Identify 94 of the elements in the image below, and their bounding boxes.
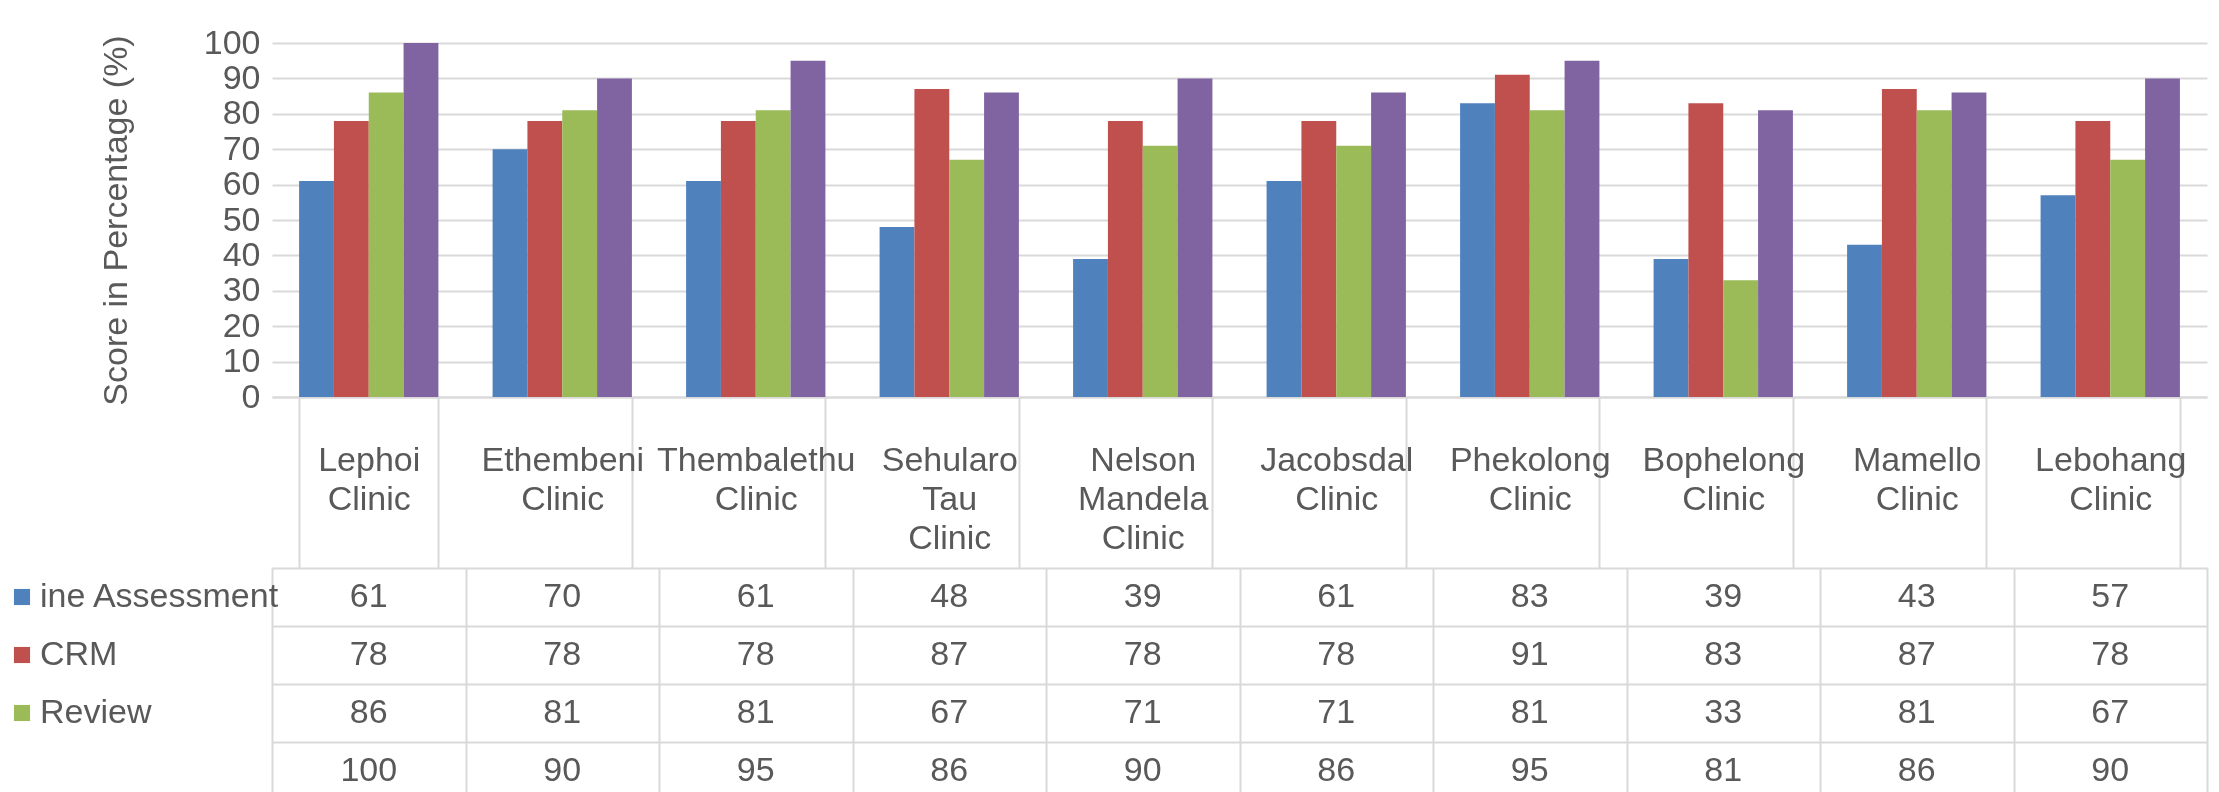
bar	[299, 181, 334, 397]
bar	[1107, 120, 1143, 397]
bar	[333, 120, 369, 397]
data-label: 87	[930, 634, 969, 672]
x-tick-label: Bophelong Clinic	[1642, 440, 1806, 517]
data-label: 81	[1510, 692, 1549, 730]
data-label: 95	[736, 750, 775, 788]
x-tick-label: Thembalethu Clinic	[657, 440, 856, 517]
data-label: 91	[1510, 634, 1549, 672]
data-label: 81	[1704, 750, 1743, 788]
bar	[984, 92, 1019, 397]
bar	[2075, 120, 2111, 397]
bar	[1073, 258, 1108, 397]
bar	[2040, 195, 2076, 397]
bar	[1371, 92, 1406, 397]
bar	[949, 159, 985, 397]
y-axis-title: Score in Percentage (%)	[95, 35, 134, 406]
data-label: 86	[349, 692, 388, 730]
bar	[1951, 92, 1987, 397]
x-tick-label: Ethembeni Clinic	[481, 440, 645, 517]
data-label: 95	[1510, 750, 1549, 788]
data-label: 78	[736, 634, 775, 672]
data-label: 81	[1897, 692, 1936, 730]
bar	[1336, 145, 1372, 397]
data-label: 86	[1317, 750, 1356, 788]
data-label: 43	[1897, 576, 1936, 614]
bar	[1564, 60, 1600, 397]
data-label: 78	[543, 634, 582, 672]
data-label: 61	[1317, 576, 1356, 614]
data-label: 87	[1897, 634, 1936, 672]
bar	[755, 110, 791, 397]
data-label: 90	[1123, 750, 1162, 788]
data-label: 48	[930, 576, 969, 614]
bar	[1758, 110, 1793, 397]
data-label: 86	[930, 750, 969, 788]
data-label: 78	[1317, 634, 1356, 672]
data-label: 86	[1897, 750, 1936, 788]
bar	[1142, 145, 1178, 397]
bar	[1847, 244, 1882, 397]
bar	[879, 227, 915, 397]
bar	[1494, 74, 1530, 397]
data-label: 61	[349, 576, 388, 614]
bar	[1460, 103, 1495, 397]
data-label: 90	[543, 750, 582, 788]
data-label: 67	[930, 692, 969, 730]
data-label: 57	[2091, 576, 2130, 614]
data-label: 39	[1704, 576, 1743, 614]
bar	[1266, 181, 1302, 397]
data-label: 81	[543, 692, 582, 730]
bar	[2145, 78, 2180, 397]
bar	[686, 181, 721, 397]
data-label: 81	[736, 692, 775, 730]
bar	[597, 78, 632, 397]
data-label: 70	[543, 576, 582, 614]
bar	[720, 120, 756, 397]
x-tick-label: Nelson Mandela Clinic	[1078, 440, 1209, 556]
data-label: 67	[2091, 692, 2130, 730]
bar	[790, 60, 826, 397]
data-label: 39	[1123, 576, 1162, 614]
data-label: 100	[340, 750, 398, 788]
bar	[1653, 258, 1689, 397]
bar	[1177, 78, 1213, 397]
bar	[1301, 120, 1337, 397]
legend-label: CRM	[40, 634, 118, 672]
bar	[492, 149, 528, 397]
data-label: 83	[1510, 576, 1549, 614]
data-label: 71	[1123, 692, 1162, 730]
x-tick-label: Sehularo Tau Clinic	[881, 440, 1018, 556]
data-label: 78	[2091, 634, 2130, 672]
legend-label: Review	[40, 692, 152, 730]
data-label: 78	[1123, 634, 1162, 672]
bar	[914, 89, 950, 397]
bar	[562, 110, 598, 397]
legend-label: ine Assessment	[40, 576, 279, 614]
x-tick-label: Mamello Clinic	[1853, 440, 1982, 517]
x-tick-label: Jacobsdal Clinic	[1260, 440, 1414, 517]
data-label: 61	[736, 576, 775, 614]
data-label: 33	[1704, 692, 1743, 730]
bar	[1723, 280, 1759, 397]
bar	[1916, 110, 1952, 397]
bar	[527, 120, 563, 397]
data-label: 71	[1317, 692, 1356, 730]
x-tick-label: Phekolong Clinic	[1449, 440, 1611, 517]
data-label: 78	[349, 634, 388, 672]
bar	[1529, 110, 1565, 397]
bar	[2110, 159, 2146, 397]
bar	[368, 92, 404, 397]
x-tick-label: Lebohang Clinic	[2035, 440, 2187, 517]
data-label: 83	[1704, 634, 1743, 672]
bar	[1881, 89, 1917, 397]
x-tick-label: Lephoi Clinic	[318, 440, 421, 517]
bar	[1688, 103, 1724, 397]
bar	[403, 43, 439, 397]
data-label: 90	[2091, 750, 2130, 788]
